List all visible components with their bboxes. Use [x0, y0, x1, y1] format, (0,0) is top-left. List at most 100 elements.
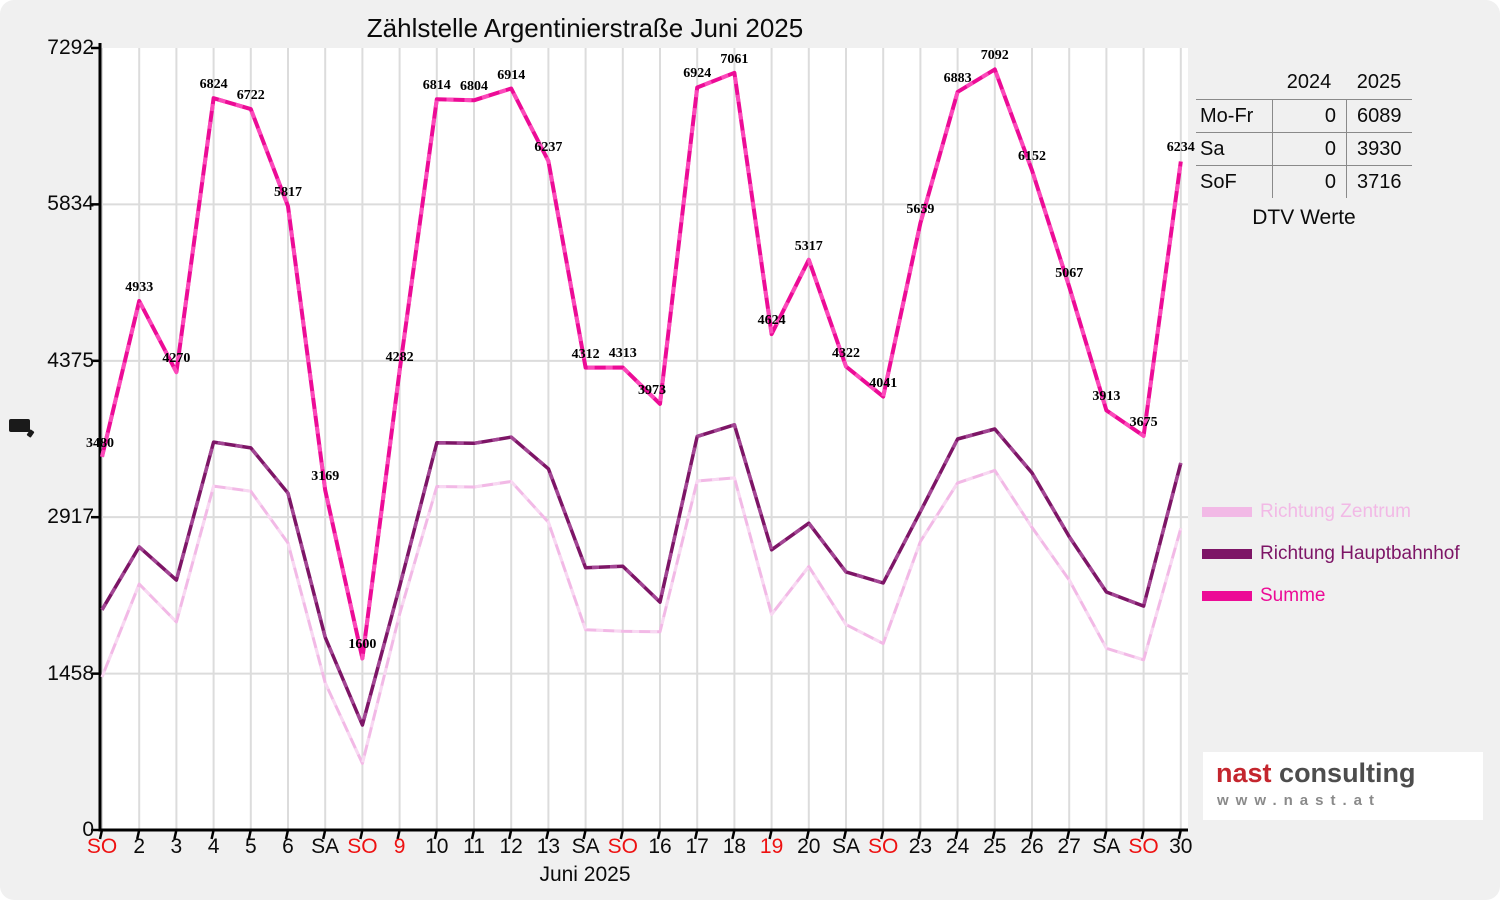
- x-tick-label-4: 4: [207, 835, 220, 858]
- y-axis-label-glyph: [9, 419, 30, 432]
- x-tick-label-sa: SA: [831, 835, 860, 858]
- summe-data-label: 1600: [348, 637, 377, 653]
- legend-label: Richtung Hauptbahnhof: [1260, 543, 1460, 564]
- x-axis-tick: [321, 829, 327, 840]
- x-tick-label-so: SO: [1128, 835, 1159, 858]
- x-tick-label-2: 2: [133, 835, 146, 858]
- dtv-cell-2025: 6089: [1346, 99, 1412, 132]
- logo-url-text: www.nast.at: [1217, 792, 1381, 809]
- summe-data-label: 6883: [943, 70, 972, 86]
- x-axis-tick: [135, 829, 141, 840]
- x-tick-label-16: 16: [648, 835, 672, 858]
- legend-label: Richtung Zentrum: [1260, 501, 1412, 522]
- chart-title: Zählstelle Argentinierstraße Juni 2025: [366, 13, 804, 43]
- summe-data-label: 4282: [385, 349, 414, 365]
- summe-data-label: 6237: [534, 140, 563, 156]
- x-axis-tick: [1140, 829, 1145, 840]
- summe-data-label: 7061: [720, 51, 749, 67]
- nast-consulting-logo: nast consulting www.nast.at: [1203, 752, 1483, 820]
- y-tick-label: 7292: [47, 36, 94, 59]
- summe-data-label: 7092: [980, 48, 1009, 64]
- x-tick-label-25: 25: [983, 835, 1007, 858]
- x-axis-tick: [582, 829, 587, 840]
- x-tick-label-9: 9: [393, 835, 406, 858]
- series-line-stripe: [100, 423, 1183, 727]
- x-axis-tick: [507, 829, 513, 840]
- summe-data-label: 4041: [869, 375, 898, 391]
- x-tick-label-sa: SA: [311, 835, 340, 858]
- summe-data-label: 5659: [906, 202, 935, 218]
- x-axis-tick: [98, 829, 104, 840]
- dtv-table-caption: DTV Werte: [1252, 206, 1356, 229]
- summe-data-label: 6924: [683, 66, 712, 82]
- x-axis-tick: [805, 829, 811, 840]
- summe-data-label: 4933: [125, 279, 154, 295]
- x-axis-tick: [210, 829, 215, 840]
- dtv-cell-2024: 0: [1272, 132, 1346, 165]
- summe-data-label: 4322: [832, 345, 860, 361]
- summe-data-label: 4270: [162, 351, 191, 367]
- x-axis-tick: [1177, 829, 1183, 840]
- summe-data-label: 5067: [1055, 265, 1084, 281]
- x-tick-label-27: 27: [1057, 835, 1081, 858]
- y-tick-label: 1458: [47, 661, 94, 685]
- x-axis-tick: [247, 829, 253, 840]
- x-axis-tick: [954, 829, 959, 840]
- legend-swatch-summe: [1202, 591, 1252, 601]
- x-axis-tick: [693, 829, 699, 840]
- dtv-header-2025: 2025: [1356, 71, 1402, 93]
- legend-swatch-zentrum: [1202, 507, 1252, 517]
- summe-data-label: 6722: [236, 88, 265, 104]
- x-axis-tick: [396, 829, 401, 840]
- summe-data-label: 6234: [1166, 140, 1195, 156]
- dtv-cell-2025: 3716: [1346, 165, 1412, 198]
- legend-item-hauptbahnhof: Richtung Hauptbahnhof: [1202, 533, 1460, 575]
- x-axis-title: Juni 2025: [539, 863, 631, 886]
- x-axis-tick: [768, 829, 773, 840]
- summe-data-label: 3169: [311, 469, 340, 485]
- x-axis-tick: [879, 829, 885, 840]
- x-tick-label-13: 13: [536, 835, 561, 858]
- chart-legend: Richtung Zentrum Richtung Hauptbahnhof S…: [1202, 491, 1460, 617]
- summe-data-label: 3675: [1129, 414, 1158, 430]
- x-axis-tick: [173, 829, 178, 840]
- dtv-row-label: Mo-Fr: [1196, 99, 1272, 132]
- series-line-summe: [100, 67, 1183, 661]
- summe-data-label: 6152: [1018, 149, 1046, 165]
- x-tick-label-12: 12: [499, 835, 523, 858]
- x-axis-tick: [1028, 829, 1034, 840]
- x-axis-tick: [619, 829, 625, 840]
- summe-data-label: 5817: [274, 185, 302, 201]
- series-line-stripe: [100, 468, 1183, 765]
- dtv-header-empty: [1196, 66, 1272, 99]
- x-axis-tick: [1103, 829, 1108, 840]
- x-axis-tick: [545, 829, 550, 840]
- x-tick-label-so: SO: [86, 835, 118, 858]
- x-tick-label-sa: SA: [571, 835, 600, 858]
- summe-data-label: 4313: [608, 346, 637, 362]
- y-tick-label: 4375: [47, 348, 94, 372]
- logo-secondary-text: consulting: [1279, 758, 1416, 788]
- x-tick-label-17: 17: [685, 835, 709, 858]
- dtv-cell-2025: 3930: [1346, 132, 1412, 165]
- dtv-row-label: Sa: [1196, 132, 1272, 165]
- x-axis-tick: [1065, 829, 1071, 840]
- legend-item-summe: Summe: [1202, 575, 1460, 617]
- summe-data-label: 4624: [757, 313, 786, 329]
- x-tick-label-19: 19: [759, 835, 784, 858]
- x-tick-label-so: SO: [868, 835, 899, 858]
- summe-data-label: 3973: [638, 382, 666, 398]
- y-tick-label: 5834: [47, 192, 94, 216]
- dtv-table: 2024 2025 Mo-Fr 0 6089 Sa 0 3930 SoF 0 3…: [1196, 66, 1412, 198]
- summe-data-label: 3480: [86, 435, 114, 451]
- x-tick-label-sa: SA: [1092, 835, 1121, 858]
- dtv-cell-2024: 0: [1272, 165, 1346, 198]
- x-axis-tick: [470, 829, 476, 840]
- x-axis-tick: [991, 829, 997, 840]
- summe-data-label: 6814: [422, 78, 451, 94]
- legend-item-zentrum: Richtung Zentrum: [1202, 491, 1460, 533]
- y-tick-label: 2917: [47, 505, 94, 529]
- x-axis-tick: [433, 829, 439, 840]
- dtv-header-2024: 2024: [1286, 71, 1332, 93]
